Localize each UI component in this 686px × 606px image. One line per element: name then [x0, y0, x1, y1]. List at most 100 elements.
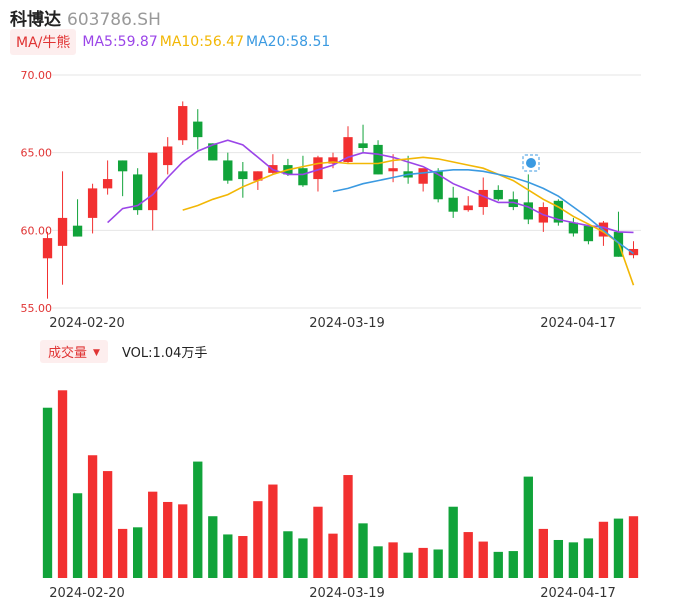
candle-body: [133, 174, 143, 211]
price-tick-label: 70.00: [21, 69, 53, 82]
candle-body: [523, 202, 533, 220]
candle-body: [328, 157, 338, 164]
candle-body: [583, 225, 594, 242]
candle-body: [358, 143, 368, 149]
volume-bar: [343, 475, 353, 578]
volume-bar: [553, 539, 564, 578]
volume-date-label: 2024-03-19: [309, 586, 385, 601]
candle-body: [117, 160, 128, 172]
volume-bar: [163, 501, 173, 578]
candle-body: [313, 157, 323, 180]
ma-lines: [107, 139, 635, 286]
candle-body: [102, 179, 113, 189]
price-date-label: 2024-03-19: [309, 316, 385, 331]
volume-bar: [238, 536, 248, 578]
volume-bar: [358, 523, 368, 578]
volume-bar: [313, 506, 323, 578]
volume-toggle-label: 成交量: [48, 345, 88, 361]
candle-body: [343, 137, 353, 162]
volume-bar: [283, 531, 293, 578]
candle-body: [208, 143, 218, 161]
volume-bar: [613, 518, 624, 578]
candle-body: [193, 121, 203, 138]
candle-body: [478, 189, 488, 208]
volume-bar: [253, 501, 263, 578]
ma-line-ma10: [182, 156, 635, 286]
volume-bar: [403, 552, 413, 578]
volume-date-label: 2024-02-20: [49, 586, 125, 601]
volume-bar: [538, 528, 548, 578]
volume-date-label: 2024-04-17: [540, 586, 616, 601]
ma10-label: MA10:56.47: [159, 34, 245, 50]
candle-body: [148, 152, 158, 211]
volume-bar: [478, 541, 488, 578]
price-tick-label: 55.00: [21, 302, 53, 315]
volume-bar: [493, 551, 503, 578]
candle-body: [42, 238, 53, 259]
volume-bar: [268, 484, 278, 578]
volume-date-axis: 2024-02-20 2024-03-19 2024-04-17: [49, 586, 616, 601]
volume-bar: [87, 455, 98, 578]
stock-name: 科博达: [10, 10, 61, 30]
volume-toggle-button[interactable]: 成交量 ▼: [40, 339, 108, 363]
candle-body: [493, 189, 503, 200]
volume-bar: [433, 549, 443, 578]
candle-body: [238, 171, 248, 180]
candle-body: [298, 168, 308, 186]
volume-bar: [448, 506, 458, 578]
volume-bar: [298, 538, 308, 578]
volume-bar: [388, 542, 398, 578]
volume-bar: [508, 551, 518, 578]
ma5-label: MA5:59.87: [82, 34, 158, 50]
volume-bar: [583, 538, 594, 578]
volume-bar: [598, 521, 609, 578]
volume-bar: [117, 528, 128, 578]
volume-bar: [42, 407, 53, 578]
candle-body: [553, 200, 564, 223]
candle-body: [433, 171, 443, 200]
ma-line-ma20: [332, 169, 634, 255]
volume-bar: [418, 547, 428, 578]
volume-bar: [208, 516, 218, 578]
candle-body: [628, 248, 639, 256]
ma-legend: MA/牛熊 MA5:59.87 MA10:56.47 MA20:58.51: [10, 29, 332, 55]
price-tick-label: 60.00: [21, 224, 53, 237]
volume-bar: [57, 390, 68, 578]
ma20-label: MA20:58.51: [246, 34, 331, 50]
candle-body: [178, 106, 188, 141]
candle-body: [163, 146, 173, 166]
volume-bar: [133, 527, 143, 578]
candle-body: [223, 160, 233, 181]
candle-body: [418, 168, 428, 184]
candle-body: [448, 197, 458, 212]
price-axis: 70.00 65.00 60.00 55.00: [21, 69, 53, 315]
price-date-label: 2024-04-17: [540, 316, 616, 331]
volume-value: VOL:1.04万手: [121, 345, 208, 361]
volume-bar: [628, 516, 639, 578]
candle-body: [253, 171, 263, 181]
volume-bar: [178, 504, 188, 578]
candle-body: [463, 205, 473, 211]
price-date-label: 2024-02-20: [49, 316, 125, 331]
volume-legend: 成交量 ▼ VOL:1.04万手: [40, 339, 208, 363]
ma-line-ma5: [107, 139, 634, 234]
dropdown-arrow-icon: ▼: [93, 347, 100, 358]
volume-bar: [102, 471, 113, 578]
volume-bar: [193, 461, 203, 578]
volume-bar: [373, 546, 383, 578]
stock-event-marker-icon[interactable]: [522, 154, 540, 172]
volume-bar: [463, 532, 473, 578]
candle-body: [568, 222, 579, 234]
candle-body: [373, 144, 383, 175]
candle-body: [57, 217, 68, 246]
stock-title: 科博达 603786.SH: [10, 5, 161, 30]
volume-bar: [148, 491, 158, 578]
ma-toggle-button[interactable]: MA/牛熊: [10, 29, 77, 55]
candle-body: [72, 225, 83, 237]
candlestick-series: [42, 101, 639, 299]
volume-bar: [223, 534, 233, 578]
price-tick-label: 65.00: [21, 147, 53, 160]
volume-bar: [568, 542, 579, 578]
volume-bar: [72, 493, 83, 578]
